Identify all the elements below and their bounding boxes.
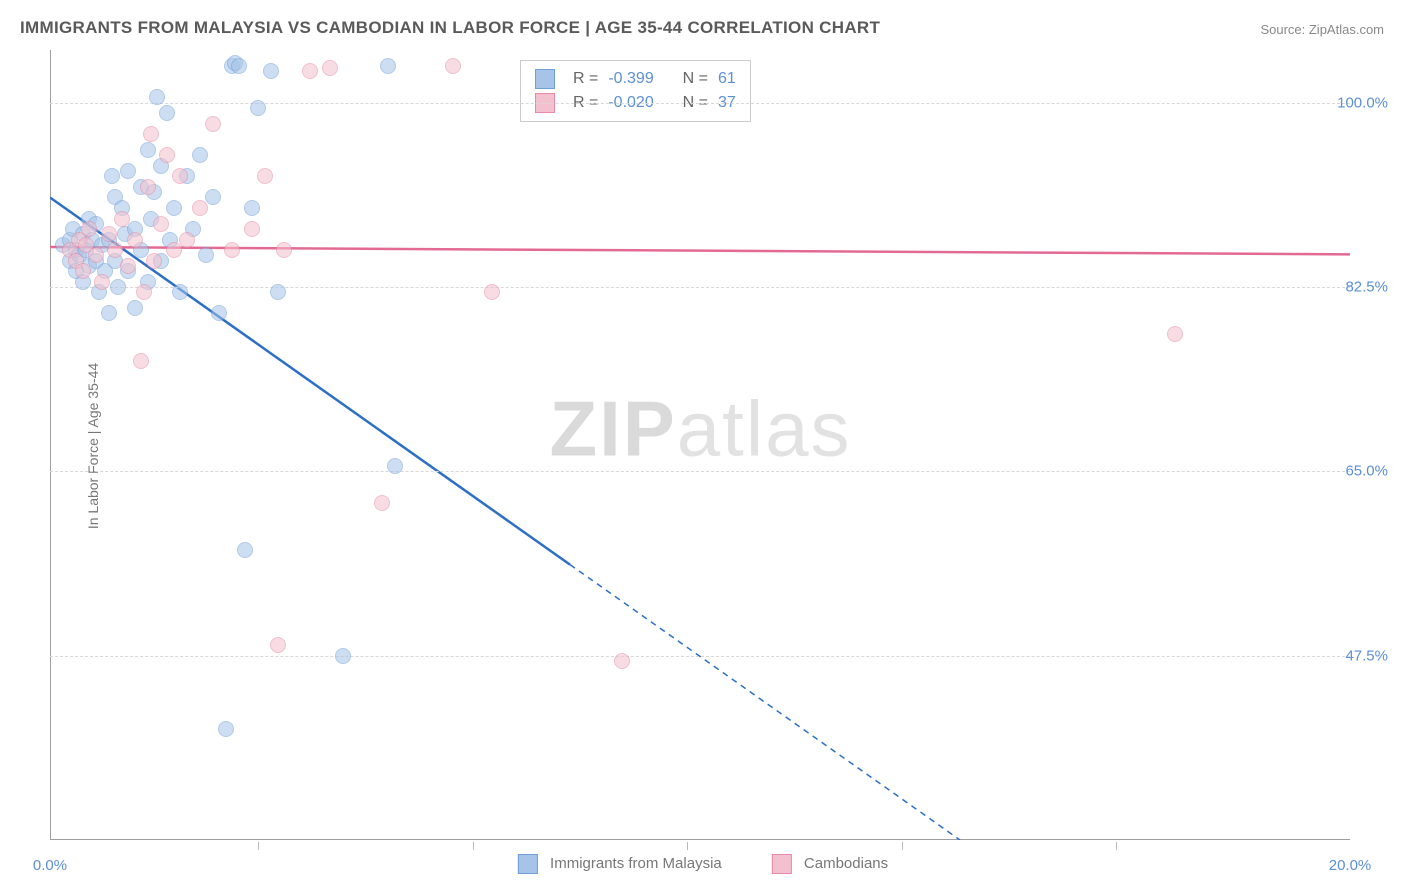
point-malaysia bbox=[231, 58, 247, 74]
point-cambodians bbox=[143, 126, 159, 142]
point-cambodians bbox=[276, 242, 292, 258]
point-cambodians bbox=[127, 232, 143, 248]
point-cambodians bbox=[614, 653, 630, 669]
legend-label-malaysia: Immigrants from Malaysia bbox=[550, 855, 722, 872]
gridline bbox=[50, 103, 1350, 104]
point-malaysia bbox=[120, 163, 136, 179]
point-cambodians bbox=[257, 168, 273, 184]
point-cambodians bbox=[166, 242, 182, 258]
gridline bbox=[50, 471, 1350, 472]
point-cambodians bbox=[224, 242, 240, 258]
y-tick-label: 100.0% bbox=[1337, 94, 1388, 111]
point-cambodians bbox=[205, 116, 221, 132]
legend-item-malaysia: Immigrants from Malaysia bbox=[518, 854, 722, 874]
point-cambodians bbox=[445, 58, 461, 74]
point-malaysia bbox=[140, 142, 156, 158]
point-malaysia bbox=[270, 284, 286, 300]
point-malaysia bbox=[127, 300, 143, 316]
point-malaysia bbox=[166, 200, 182, 216]
chart-title: IMMIGRANTS FROM MALAYSIA VS CAMBODIAN IN… bbox=[20, 18, 880, 38]
point-malaysia bbox=[192, 147, 208, 163]
point-malaysia bbox=[387, 458, 403, 474]
point-cambodians bbox=[133, 353, 149, 369]
x-tick-label: 0.0% bbox=[33, 857, 67, 874]
point-cambodians bbox=[192, 200, 208, 216]
gridline bbox=[50, 287, 1350, 288]
point-cambodians bbox=[140, 179, 156, 195]
legend-item-cambodians: Cambodians bbox=[772, 854, 888, 874]
legend-label-cambodians: Cambodians bbox=[804, 855, 888, 872]
point-cambodians bbox=[374, 495, 390, 511]
r-label: R = bbox=[573, 70, 598, 88]
point-cambodians bbox=[120, 258, 136, 274]
y-tick-label: 47.5% bbox=[1345, 647, 1388, 664]
plot-area: ZIPatlas bbox=[50, 50, 1350, 840]
x-tick-label: 20.0% bbox=[1329, 857, 1372, 874]
r-value-malaysia: -0.399 bbox=[608, 70, 653, 88]
x-minor-tick bbox=[258, 842, 259, 850]
n-label: N = bbox=[683, 70, 708, 88]
point-malaysia bbox=[335, 648, 351, 664]
point-malaysia bbox=[380, 58, 396, 74]
series-legend: Immigrants from Malaysia Cambodians bbox=[518, 854, 888, 874]
swatch-cambodians bbox=[772, 854, 792, 874]
point-malaysia bbox=[250, 100, 266, 116]
watermark-light: atlas bbox=[677, 384, 852, 472]
point-cambodians bbox=[302, 63, 318, 79]
y-tick-label: 65.0% bbox=[1345, 463, 1388, 480]
point-cambodians bbox=[101, 226, 117, 242]
x-minor-tick bbox=[1116, 842, 1117, 850]
point-cambodians bbox=[1167, 326, 1183, 342]
point-cambodians bbox=[94, 274, 110, 290]
point-cambodians bbox=[88, 247, 104, 263]
point-malaysia bbox=[244, 200, 260, 216]
point-cambodians bbox=[75, 263, 91, 279]
swatch-malaysia bbox=[518, 854, 538, 874]
legend-row-malaysia: R = -0.399 N = 61 bbox=[535, 67, 736, 91]
point-malaysia bbox=[101, 305, 117, 321]
correlation-legend: R = -0.399 N = 61 R = -0.020 N = 37 bbox=[520, 60, 751, 122]
point-cambodians bbox=[153, 216, 169, 232]
n-value-malaysia: 61 bbox=[718, 70, 736, 88]
point-cambodians bbox=[244, 221, 260, 237]
watermark-bold: ZIP bbox=[549, 384, 676, 472]
point-cambodians bbox=[107, 242, 123, 258]
x-minor-tick bbox=[902, 842, 903, 850]
gridline bbox=[50, 656, 1350, 657]
point-cambodians bbox=[270, 637, 286, 653]
watermark: ZIPatlas bbox=[549, 383, 851, 474]
x-minor-tick bbox=[473, 842, 474, 850]
point-cambodians bbox=[114, 211, 130, 227]
point-cambodians bbox=[146, 253, 162, 269]
point-malaysia bbox=[263, 63, 279, 79]
point-cambodians bbox=[179, 232, 195, 248]
y-tick-label: 82.5% bbox=[1345, 279, 1388, 296]
point-cambodians bbox=[322, 60, 338, 76]
point-cambodians bbox=[81, 221, 97, 237]
source-label: Source: ZipAtlas.com bbox=[1260, 22, 1384, 37]
swatch-malaysia bbox=[535, 69, 555, 89]
x-minor-tick bbox=[687, 842, 688, 850]
point-malaysia bbox=[218, 721, 234, 737]
